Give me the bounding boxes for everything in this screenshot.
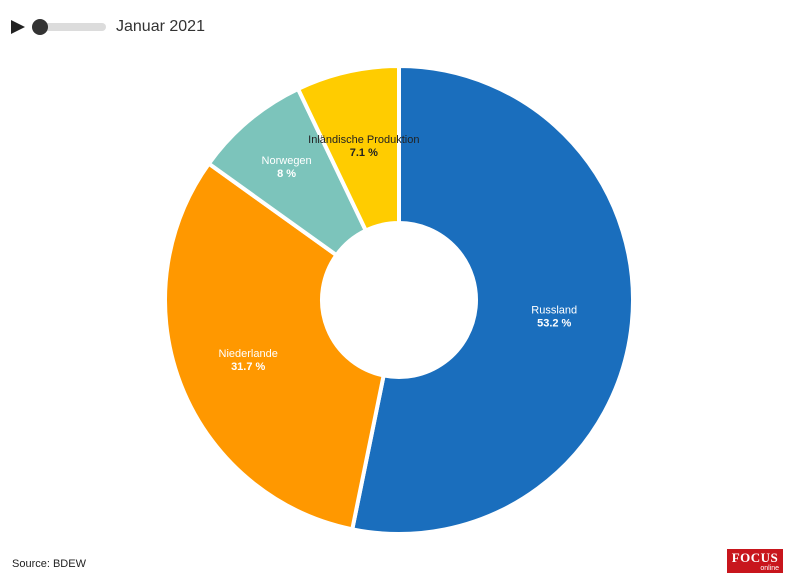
slice-label-value: 7.1 % (350, 147, 378, 159)
slices-layer (163, 64, 635, 536)
logo-sub: online (760, 565, 779, 572)
logo-main: FOCUS (731, 550, 779, 565)
slice-niederlande[interactable] (163, 161, 386, 532)
slice-label-name: Russland (531, 305, 577, 317)
time-slider[interactable] (32, 14, 106, 40)
period-label: Januar 2021 (116, 18, 205, 35)
slice-inländische-produktion[interactable] (296, 64, 401, 233)
timeline-control: Januar 2021 (10, 14, 205, 40)
focus-logo: FOCUS online (727, 549, 783, 573)
slice-russland[interactable] (350, 64, 635, 536)
play-icon[interactable] (10, 17, 26, 37)
slice-label-value: 8 % (277, 168, 296, 180)
slider-track (32, 23, 106, 31)
slice-label-name: Norwegen (262, 155, 312, 167)
slider-thumb[interactable] (32, 19, 48, 35)
slice-label-value: 31.7 % (231, 361, 265, 373)
slice-label-name: Inländische Produktion (308, 134, 419, 146)
slice-label-name: Niederlande (219, 348, 278, 360)
slice-label-value: 53.2 % (537, 318, 571, 330)
source-note: Source: BDEW (12, 558, 86, 570)
